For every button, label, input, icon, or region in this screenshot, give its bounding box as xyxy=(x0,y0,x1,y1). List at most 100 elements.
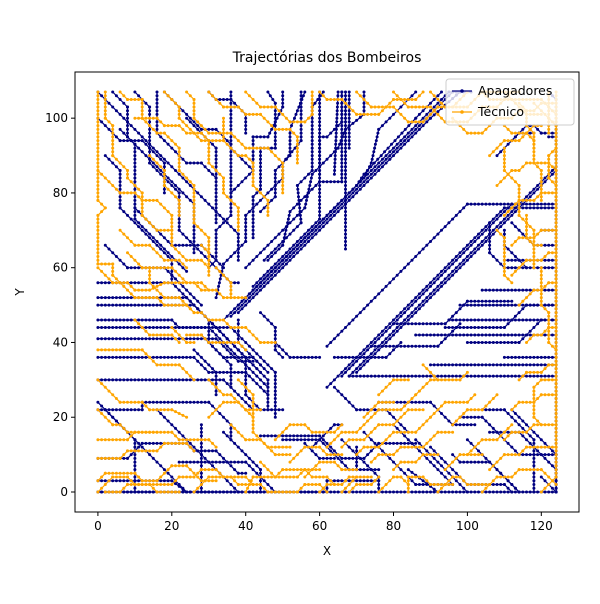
trajectory-point xyxy=(270,199,273,202)
trajectory-point xyxy=(252,356,255,359)
trajectory-point xyxy=(144,120,147,123)
trajectory-point xyxy=(360,177,363,180)
trajectory-point xyxy=(241,371,244,374)
trajectory-point xyxy=(200,251,203,254)
trajectory-point xyxy=(348,139,351,142)
trajectory-point xyxy=(340,393,343,396)
trajectory-point xyxy=(167,255,170,258)
trajectory-point xyxy=(215,468,218,471)
trajectory-point xyxy=(233,330,236,333)
trajectory-point xyxy=(289,446,292,449)
trajectory-point xyxy=(115,472,118,475)
trajectory-point xyxy=(466,375,469,378)
trajectory-point xyxy=(403,375,406,378)
trajectory-point xyxy=(496,341,499,344)
trajectory-point xyxy=(348,98,351,101)
trajectory-point xyxy=(181,191,184,194)
trajectory-point xyxy=(244,214,247,217)
trajectory-point xyxy=(218,292,221,295)
trajectory-point xyxy=(292,468,295,471)
trajectory-point xyxy=(322,94,325,97)
trajectory-point xyxy=(466,259,469,262)
trajectory-point xyxy=(266,405,269,408)
trajectory-point xyxy=(204,315,207,318)
trajectory-point xyxy=(108,472,111,475)
trajectory-point xyxy=(229,162,232,165)
trajectory-point xyxy=(207,244,210,247)
trajectory-point xyxy=(484,326,487,329)
trajectory-point xyxy=(215,195,218,198)
trajectory-point xyxy=(163,132,166,135)
trajectory-point xyxy=(252,476,255,479)
trajectory-point xyxy=(300,124,303,127)
trajectory-point xyxy=(536,434,539,437)
trajectory-point xyxy=(310,177,313,180)
trajectory-point xyxy=(170,270,173,273)
trajectory-point xyxy=(159,296,162,299)
trajectory-point xyxy=(507,206,510,209)
trajectory-point xyxy=(340,120,343,123)
trajectory-point xyxy=(111,124,114,127)
trajectory-point xyxy=(178,461,181,464)
trajectory-point xyxy=(399,113,402,116)
trajectory-point xyxy=(503,375,506,378)
trajectory-point xyxy=(159,464,162,467)
trajectory-point xyxy=(363,408,366,411)
trajectory-point xyxy=(334,147,337,150)
trajectory-point xyxy=(270,150,273,153)
trajectory-point xyxy=(248,356,251,359)
trajectory-point xyxy=(96,263,99,266)
trajectory-point xyxy=(200,453,203,456)
trajectory-point xyxy=(215,206,218,209)
trajectory-point xyxy=(167,259,170,262)
trajectory-point xyxy=(100,412,103,415)
trajectory-point xyxy=(215,98,218,101)
trajectory-point xyxy=(403,139,406,142)
trajectory-point xyxy=(444,277,447,280)
trajectory-point xyxy=(207,251,210,254)
trajectory-point xyxy=(340,203,343,206)
trajectory-point xyxy=(303,236,306,239)
trajectory-point xyxy=(507,289,510,292)
trajectory-point xyxy=(473,236,476,239)
trajectory-point xyxy=(233,135,236,138)
trajectory-point xyxy=(311,109,314,112)
trajectory-point xyxy=(496,408,499,411)
trajectory-point xyxy=(133,195,136,198)
trajectory-point xyxy=(130,285,133,288)
trajectory-point xyxy=(344,221,347,224)
trajectory-point xyxy=(156,109,159,112)
trajectory-point xyxy=(348,147,351,150)
trajectory-point xyxy=(189,281,192,284)
trajectory-point xyxy=(96,177,99,180)
trajectory-point xyxy=(355,113,358,116)
trajectory-point xyxy=(244,128,247,131)
trajectory-point xyxy=(144,431,147,434)
trajectory-point xyxy=(241,109,244,112)
trajectory-point xyxy=(388,102,391,105)
trajectory-point xyxy=(444,375,447,378)
trajectory-point xyxy=(484,334,487,337)
trajectory-point xyxy=(126,281,129,284)
trajectory-point xyxy=(170,236,173,239)
trajectory-point xyxy=(196,334,199,337)
trajectory-point xyxy=(335,124,338,127)
trajectory-point xyxy=(152,356,155,359)
trajectory-point xyxy=(514,341,517,344)
trajectory-point xyxy=(119,98,122,101)
trajectory-point xyxy=(200,483,203,486)
trajectory-point xyxy=(492,304,495,307)
trajectory-point xyxy=(266,397,269,400)
trajectory-point xyxy=(126,483,129,486)
trajectory-point xyxy=(514,210,517,213)
trajectory-point xyxy=(163,337,166,340)
trajectory-point xyxy=(193,378,196,381)
trajectory-point xyxy=(289,210,292,213)
trajectory-point xyxy=(215,266,218,269)
trajectory-point xyxy=(159,337,162,340)
trajectory-point xyxy=(518,259,521,262)
trajectory-point xyxy=(492,408,495,411)
trajectory-point xyxy=(215,393,218,396)
trajectory-point xyxy=(193,218,196,221)
trajectory-point xyxy=(303,233,306,236)
